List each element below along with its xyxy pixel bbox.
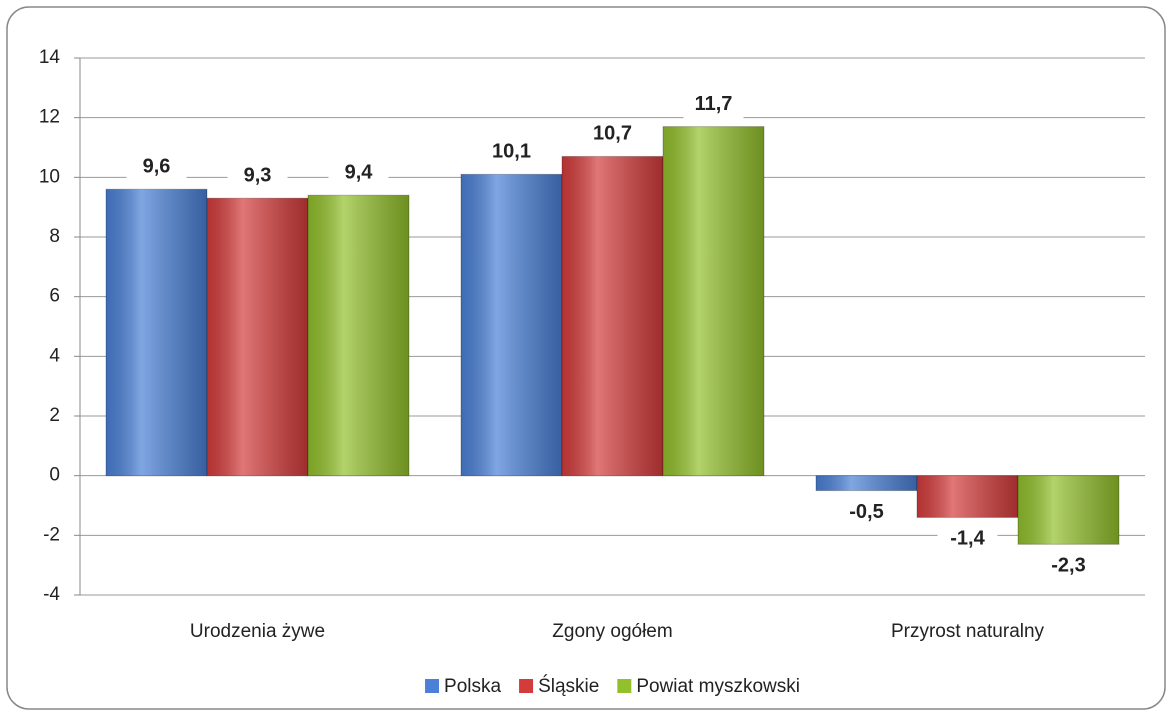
x-tick-label: Urodzenia żywe xyxy=(190,621,325,642)
y-tick-label: 12 xyxy=(39,107,60,128)
legend-label: Powiat myszkowski xyxy=(636,676,800,697)
legend: Polska Śląskie Powiat myszkowski xyxy=(425,675,800,697)
value-label-bg xyxy=(481,138,542,167)
bar-shine xyxy=(461,174,562,476)
bar-shine xyxy=(1018,475,1119,545)
y-tick-label: -2 xyxy=(43,524,60,545)
y-tick-label: 2 xyxy=(49,405,60,426)
legend-swatch xyxy=(617,679,632,693)
value-label-bg xyxy=(1038,552,1099,581)
legend-swatch xyxy=(425,679,440,693)
bar-shine xyxy=(816,475,917,491)
x-tick-label: Przyrost naturalny xyxy=(891,621,1045,642)
legend-label: Śląskie xyxy=(538,675,599,697)
bar-shine xyxy=(917,475,1018,518)
value-label: 10,1 xyxy=(492,141,531,163)
value-label: -1,4 xyxy=(950,528,985,550)
value-label: 9,4 xyxy=(345,162,374,184)
bar-shine xyxy=(106,189,207,476)
bar-shine xyxy=(207,198,308,476)
value-label-bg xyxy=(836,498,897,527)
value-label: -0,5 xyxy=(849,501,883,523)
value-label-bg xyxy=(937,525,998,554)
y-tick-label: 10 xyxy=(39,166,60,187)
value-label: 9,6 xyxy=(143,156,171,178)
y-tick-label: 14 xyxy=(39,47,61,68)
value-label-bg xyxy=(582,120,643,149)
value-label-bg xyxy=(227,162,288,191)
y-tick-label: 4 xyxy=(49,345,60,366)
value-label-bg xyxy=(683,90,744,119)
y-tick-label: 0 xyxy=(49,465,60,486)
legend-label: Polska xyxy=(444,676,501,697)
value-label: -2,3 xyxy=(1051,555,1085,577)
value-label: 11,7 xyxy=(695,93,733,115)
legend-swatch xyxy=(519,679,534,693)
bar-shine xyxy=(562,156,663,476)
y-tick-label: 8 xyxy=(49,226,60,247)
bar-shine xyxy=(663,126,764,476)
value-label: 10,7 xyxy=(593,123,632,145)
value-label: 9,3 xyxy=(244,164,272,186)
value-label-bg xyxy=(126,153,187,182)
value-label-bg xyxy=(328,159,389,188)
bar-shine xyxy=(308,195,409,476)
x-tick-label: Zgony ogółem xyxy=(552,621,672,642)
y-tick-label: -4 xyxy=(43,584,60,605)
y-tick-label: 6 xyxy=(49,286,60,307)
